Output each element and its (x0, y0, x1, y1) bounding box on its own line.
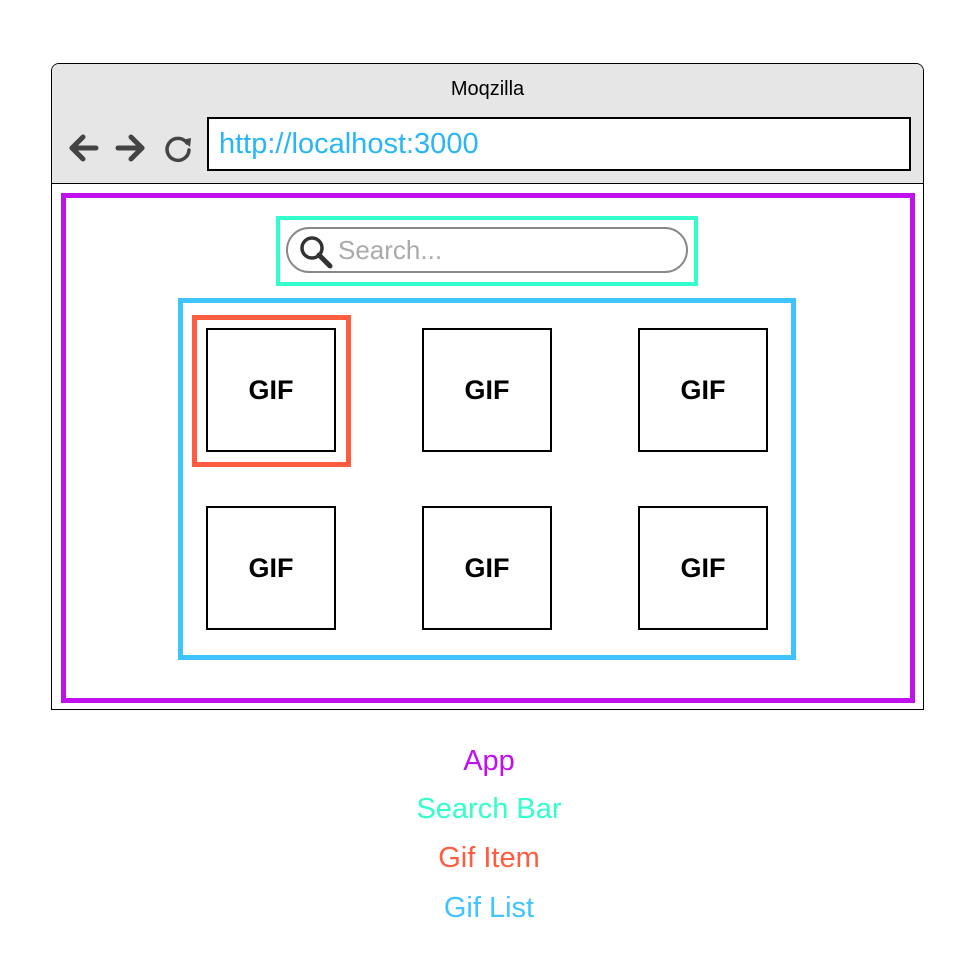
search-icon (298, 234, 334, 270)
gif-item[interactable]: GIF (638, 506, 768, 630)
gif-item[interactable]: GIF (422, 506, 552, 630)
legend-search-bar: Search Bar (416, 793, 562, 825)
legend-app: App (463, 745, 515, 777)
gif-item[interactable]: GIF (206, 506, 336, 630)
search-input[interactable]: Search... (286, 227, 688, 273)
arrow-right-icon[interactable] (112, 130, 148, 166)
legend-gif-item: Gif Item (438, 842, 540, 874)
reload-icon[interactable] (160, 130, 196, 166)
search-bar-region (276, 216, 698, 286)
gif-item[interactable]: GIF (206, 328, 336, 452)
address-bar[interactable]: http://localhost:3000 (207, 117, 911, 171)
gif-item-region (192, 315, 351, 467)
app-region (61, 193, 915, 703)
legend-gif-list: Gif List (443, 892, 535, 924)
arrow-left-icon[interactable] (66, 130, 102, 166)
gif-item[interactable]: GIF (638, 328, 768, 452)
browser-toolbar: Moqzilla http://localhost:3000 (52, 64, 923, 184)
gif-list-region (178, 298, 796, 660)
window-title: Moqzilla (450, 78, 525, 100)
browser-window: Moqzilla http://localhost:3000 (51, 63, 924, 710)
gif-item[interactable]: GIF (422, 328, 552, 452)
search-placeholder: Search... (338, 235, 443, 265)
